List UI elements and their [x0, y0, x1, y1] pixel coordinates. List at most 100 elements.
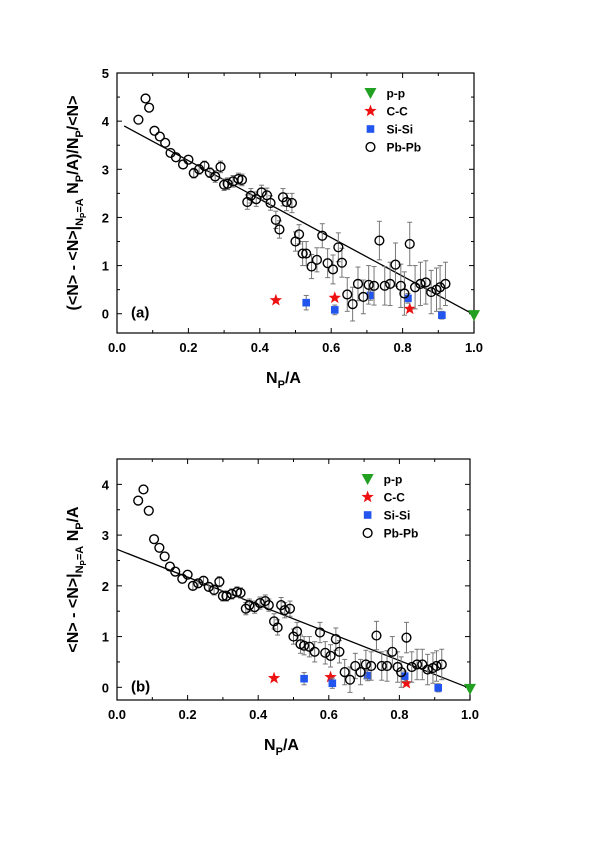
point-si-si-2 [366, 291, 375, 300]
y-axis-title-part: /<N> [65, 96, 82, 131]
point-pb-pb-56 [406, 661, 417, 673]
point-pb-pb-13 [203, 581, 214, 592]
x-tick-label: 0.2 [179, 340, 197, 355]
point-pb-pb-54 [399, 288, 410, 299]
legend-label: Si-Si [386, 123, 413, 137]
point-pb-pb-2 [143, 505, 154, 516]
x-axis-title-sub: P [278, 379, 285, 391]
point-pb-pb-6 [164, 561, 176, 572]
point-pb-pb-62 [436, 659, 447, 670]
y-tick-label: 4 [102, 477, 110, 492]
y-axis-title-part: =A [74, 546, 86, 560]
point-pb-pb-47 [363, 279, 374, 290]
legend-label: C-C [386, 105, 408, 119]
point-pb-pb-26 [265, 197, 276, 209]
point-si-si-4 [434, 684, 443, 692]
point-pb-pb-51 [385, 278, 396, 289]
point-pb-pb-11 [193, 578, 204, 589]
y-axis-title-part: N [74, 218, 86, 226]
point-p-p-legend-legend [364, 88, 377, 99]
point-pb-pb-22 [245, 190, 256, 201]
y-axis-title: <N> - <N>|NP=A NP/A [65, 506, 88, 653]
x-tick-label: 0.8 [394, 340, 412, 355]
point-pb-pb-37 [311, 254, 323, 265]
point-pb-pb-legend-legend [362, 527, 373, 539]
point-pb-pb-48 [368, 280, 380, 291]
point-si-si-legend-legend [363, 511, 372, 519]
x-tick-label: 0.4 [249, 707, 268, 722]
point-c-c-2 [400, 676, 413, 689]
point-pb-pb-20 [236, 174, 248, 185]
point-pb-pb-39 [320, 647, 331, 658]
point-pb-pb-59 [426, 286, 437, 298]
y-tick-label: 1 [102, 259, 109, 274]
panel-label: (a) [131, 305, 149, 322]
point-pb-pb-62 [440, 278, 451, 289]
legend-label: p-p [386, 87, 405, 101]
point-pb-pb-30 [281, 196, 292, 208]
point-pb-pb-17 [222, 178, 233, 189]
legend: p-p C-C Si-Si Pb-Pb [364, 87, 421, 155]
fit-line [123, 125, 475, 316]
x-tick-label: 0.2 [179, 707, 197, 722]
point-pb-pb-5 [159, 551, 170, 562]
series-pb-pb [133, 93, 451, 322]
point-pb-pb-4 [154, 131, 165, 142]
point-pb-pb-50 [379, 280, 390, 291]
point-pb-pb-52 [387, 646, 398, 657]
point-pb-pb-20 [235, 587, 246, 599]
point-c-c-1 [328, 291, 341, 304]
x-axis-title: NP/A [266, 370, 301, 391]
point-pb-pb-40 [325, 650, 336, 661]
x-tick-label: 0.6 [320, 707, 338, 722]
point-c-c-2 [403, 302, 416, 315]
point-pb-pb-38 [317, 230, 328, 241]
legend-label: C-C [384, 491, 406, 505]
x-tick-label: 0.6 [322, 340, 340, 355]
point-pb-pb-14 [208, 584, 220, 596]
point-pb-pb-32 [288, 631, 299, 642]
point-pb-pb-0 [133, 495, 144, 506]
point-pb-pb-49 [371, 630, 382, 641]
point-pb-pb-28 [274, 224, 285, 235]
y-axis-title-part: P [74, 130, 86, 137]
point-pb-pb-56 [409, 282, 421, 293]
point-pb-pb-10 [187, 580, 198, 591]
y-axis-title-part: /A [65, 506, 82, 522]
x-axis-title-main: N [266, 370, 278, 387]
point-pb-pb-42 [336, 257, 348, 268]
point-pb-pb-14 [210, 171, 221, 182]
y-axis-title-part: <N> - <N>| [65, 573, 82, 652]
point-pb-pb-58 [417, 659, 428, 670]
point-pb-pb-4 [154, 542, 165, 553]
x-tick-label: 0.4 [251, 340, 270, 355]
x-axis-title-main: N [264, 737, 276, 754]
point-pb-pb-46 [355, 666, 366, 678]
y-axis-title-part: N [65, 530, 82, 546]
point-pb-pb-36 [304, 641, 315, 652]
point-pb-pb-5 [160, 137, 171, 148]
point-pb-pb-42 [334, 646, 345, 657]
point-pb-pb-54 [396, 666, 407, 678]
x-axis-title-tail: /A [283, 737, 299, 754]
point-pb-pb-17 [221, 590, 232, 602]
point-si-si-legend-legend [366, 125, 375, 133]
point-pb-pb-8 [177, 159, 189, 170]
point-pb-pb-15 [215, 161, 226, 172]
series-p-p [468, 310, 480, 322]
point-pb-pb-55 [404, 238, 415, 250]
point-pb-pb-36 [306, 261, 317, 272]
point-pb-pb-55 [401, 632, 412, 643]
point-pb-pb-41 [333, 242, 344, 253]
y-axis-title-part: P [79, 212, 88, 218]
series-si-si [302, 290, 446, 320]
point-pb-pb-31 [284, 603, 296, 614]
y-tick-label: 3 [102, 162, 109, 177]
y-tick-label: 2 [102, 579, 109, 594]
point-pb-pb-47 [360, 659, 371, 670]
point-si-si-3 [404, 294, 412, 303]
point-pb-pb-35 [298, 640, 310, 651]
y-axis-title-part: (<N> - <N>| [65, 226, 82, 311]
point-pb-pb-7 [170, 152, 182, 163]
